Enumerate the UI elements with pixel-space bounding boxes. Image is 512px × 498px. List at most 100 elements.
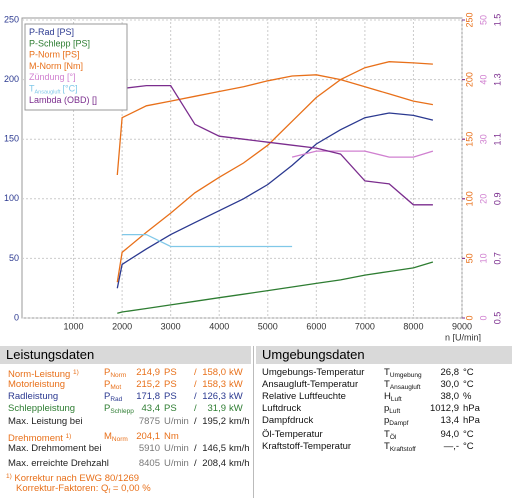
symbol-sub: Kraftstoff <box>389 446 416 453</box>
symbol-sub: Luft <box>390 396 402 403</box>
y-tick-label: 40 <box>478 75 488 85</box>
factor-value: 0,00 % <box>121 483 151 494</box>
symbol-main: p <box>384 403 390 414</box>
x-tick-label: 5000 <box>258 321 278 331</box>
separator: / <box>194 391 197 402</box>
y-tick-label: 1.5 <box>492 14 502 27</box>
unit: PS <box>164 391 177 402</box>
legend-entry: P-Norm [PS] <box>29 50 80 60</box>
symbol: TAnsaugluft <box>384 379 421 393</box>
footnote: 1) Korrektur nach EWG 80/1269 <box>6 471 139 484</box>
y-tick-label: 0.7 <box>492 252 502 265</box>
row-label-text: Max. Drehmoment bei <box>8 443 102 454</box>
factor-sub: f <box>108 488 111 495</box>
factor-eq: = <box>112 483 119 494</box>
row-label-text: Radleistung <box>8 391 59 402</box>
symbol: TUmgebung <box>384 367 422 381</box>
y-tick-label: 1.3 <box>492 73 502 86</box>
value: 94,0 <box>440 429 460 440</box>
legend-entry: Lambda (OBD) [] <box>29 95 97 105</box>
row-label: Motorleistung <box>8 379 65 390</box>
unit: % <box>463 391 472 402</box>
symbol: PMot <box>104 379 121 393</box>
value: 31,9 <box>207 403 227 414</box>
series-line <box>116 61 433 283</box>
symbol-sub: Norm <box>111 436 128 443</box>
symbol-sub: Rad <box>110 396 123 403</box>
unit: U/min <box>164 416 189 427</box>
symbol: PRad <box>104 391 122 405</box>
x-tick-label: 3000 <box>161 321 181 331</box>
value: 38,0 <box>440 391 460 402</box>
symbol-main: T <box>384 367 390 378</box>
panel-title: Leistungsdaten <box>6 347 95 362</box>
symbol-main: T <box>384 379 390 390</box>
y-tick-label: 150 <box>4 134 19 144</box>
value: 5910 <box>138 443 160 454</box>
row-label: Radleistung <box>8 391 58 402</box>
value: 13,4 <box>440 415 460 426</box>
symbol: pDampf <box>384 415 408 429</box>
legend-label: P-Norm [PS] <box>29 50 80 60</box>
symbol: TÖl <box>384 429 396 443</box>
factor-symbol: Q <box>101 483 109 494</box>
unit: °C <box>463 367 474 378</box>
symbol-main: P <box>104 391 111 402</box>
symbol: pLuft <box>384 403 400 417</box>
row-label: Umgebungs-Temperatur <box>262 367 365 378</box>
y-tick-label: 10 <box>478 253 488 263</box>
row-label: Luftdruck <box>262 403 302 414</box>
separator: / <box>194 379 197 390</box>
symbol-main: M <box>104 431 112 442</box>
unit: kW <box>229 367 243 378</box>
panel-header: Umgebungsdaten <box>256 346 512 364</box>
legend-entry: P-Rad [PS] <box>29 27 74 37</box>
x-tick-label: 4000 <box>209 321 229 331</box>
y-tick-label: 0 <box>14 312 19 322</box>
symbol-main: T <box>384 441 390 452</box>
y-tick-label: 100 <box>4 193 19 203</box>
factor-label: Korrektur-Faktoren: <box>16 483 99 494</box>
unit: PS <box>164 367 177 378</box>
separator: / <box>194 403 197 414</box>
value: 26,8 <box>440 367 460 378</box>
series-line <box>122 84 433 206</box>
row-label: Kraftstoff-Temperatur <box>262 441 352 452</box>
row-label-text: Drehmoment <box>8 433 63 444</box>
divider <box>253 346 254 498</box>
y-tick-label: 250 <box>464 12 474 27</box>
symbol-sub: Umgebung <box>389 372 422 379</box>
row-label: Relative Luftfeuchte <box>262 391 346 402</box>
series-line <box>122 233 293 248</box>
symbol-sub: Norm <box>110 372 127 379</box>
legend-entry: M-Norm [Nm] <box>29 61 83 71</box>
unit: kW <box>229 403 243 414</box>
unit: °C <box>463 379 474 390</box>
x-tick-label: 6000 <box>306 321 326 331</box>
legend-label: T <box>29 84 35 94</box>
separator: / <box>194 367 197 378</box>
separator: / <box>194 416 197 427</box>
legend-label: P-Schlepp [PS] <box>29 39 90 49</box>
row-label-text: Motorleistung <box>8 379 66 390</box>
separator: / <box>194 458 197 469</box>
value: 126,3 <box>202 391 226 402</box>
unit: km/h <box>229 416 250 427</box>
footnote-text: Korrektur nach EWG 80/1269 <box>14 473 140 484</box>
legend-entry: P-Schlepp [PS] <box>29 39 90 49</box>
row-label: Drehmoment 1) <box>8 431 71 444</box>
symbol: PSchlepp <box>104 403 134 417</box>
legend-entry: Zündung [°] <box>29 73 76 83</box>
panel-header: Leistungsdaten <box>0 346 251 364</box>
y-tick-label: 200 <box>464 72 474 87</box>
value: 1012,9 <box>429 403 459 414</box>
unit: kW <box>229 391 243 402</box>
x-tick-label: 1000 <box>64 321 84 331</box>
legend-label-unit: [°C] <box>63 84 78 94</box>
legend-label: P-Rad [PS] <box>29 27 74 37</box>
row-label: Öl-Temperatur <box>262 429 323 440</box>
value: 214,9 <box>136 367 160 378</box>
series-line <box>116 112 434 289</box>
